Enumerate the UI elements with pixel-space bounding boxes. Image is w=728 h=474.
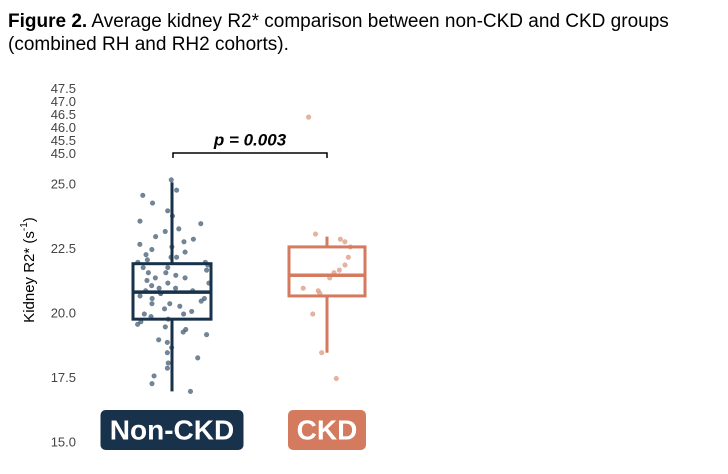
data-point [137,293,143,299]
data-point [300,285,306,291]
y-tick-label: 45.0 [51,146,76,161]
data-point [168,177,174,183]
data-point [162,324,168,330]
data-point [149,301,155,307]
data-point [182,275,188,281]
data-point [172,285,179,291]
data-point [203,332,210,338]
box [287,245,367,298]
data-point [174,187,180,193]
data-point [149,200,156,206]
y-tick-label: 46.5 [51,107,76,122]
data-point [164,350,170,356]
data-point [319,350,325,356]
y-label-end: ) [21,217,38,222]
data-point [181,311,187,317]
data-point [164,365,170,371]
data-point [165,280,171,286]
data-point [145,270,151,276]
data-point [140,192,146,198]
data-point [140,264,146,271]
data-point [167,301,173,307]
data-point [149,381,155,387]
data-point [149,283,155,289]
y-tick-label: 46.0 [51,120,76,135]
y-tick-label: 15.0 [51,434,76,449]
data-point [305,114,312,120]
y-label-text: Kidney R2* (s [21,231,38,323]
data-point [144,277,150,284]
data-point [187,388,194,395]
data-point [189,308,195,315]
data-point [310,311,316,317]
data-point [173,254,180,260]
data-point [143,252,149,258]
data-point [163,270,169,276]
chart-title: Figure 2. Average kidney R2* comparison … [8,10,723,56]
data-point [156,337,162,343]
data-point [164,339,170,345]
category-label: CKD [297,414,358,445]
y-tick-label: 22.5 [51,241,76,256]
data-point [152,275,158,281]
y-label-sup: -1 [19,222,30,231]
data-point [162,228,168,235]
data-point [149,295,155,302]
data-point [141,311,147,317]
data-point [342,262,348,268]
data-point [195,355,201,361]
data-point [156,285,162,291]
data-point [177,303,183,309]
data-point [333,375,339,382]
data-point [135,321,141,327]
data-point [182,249,188,255]
category-badge [288,410,366,450]
data-point [144,257,150,263]
y-tick-label: 20.0 [51,305,76,320]
significance-bracket [172,152,328,158]
data-point [198,221,204,227]
data-point [176,226,182,232]
data-point [190,236,196,242]
data-point [151,373,157,379]
data-point [161,306,168,312]
data-point [181,239,187,245]
data-point [153,234,159,240]
data-point [204,267,210,273]
y-axis-label: Kidney R2* (s-1) [19,217,38,323]
y-tick-label: 25.0 [51,176,76,191]
data-point [198,298,204,304]
data-point [180,329,186,335]
data-point [165,360,171,366]
y-tick-label: 47.0 [51,94,76,109]
data-point [337,236,343,242]
category-label: Non-CKD [110,414,234,445]
data-point [137,241,143,247]
category-badge [100,410,244,450]
data-point [165,208,171,214]
data-point [336,267,342,273]
y-tick-label: 47.5 [51,81,76,96]
y-tick-label: 45.5 [51,133,76,148]
data-point [345,254,351,260]
title-label: Figure 2. [8,11,88,32]
data-point [149,246,155,253]
title-text: Average kidney R2* comparison between no… [8,11,669,55]
data-point [173,272,179,278]
p-value: p = 0.003 [213,130,287,149]
data-point [201,295,207,302]
data-point [312,231,319,237]
data-point [165,264,171,271]
data-point [137,218,143,224]
data-point [342,239,348,245]
y-tick-label: 17.5 [51,370,76,385]
